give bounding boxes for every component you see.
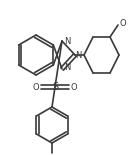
Text: N: N	[64, 64, 70, 73]
Text: N: N	[64, 38, 70, 46]
Text: O: O	[120, 20, 126, 29]
Text: O: O	[33, 82, 39, 91]
Text: O: O	[71, 82, 77, 91]
Text: N: N	[75, 51, 81, 60]
Text: S: S	[52, 82, 58, 92]
